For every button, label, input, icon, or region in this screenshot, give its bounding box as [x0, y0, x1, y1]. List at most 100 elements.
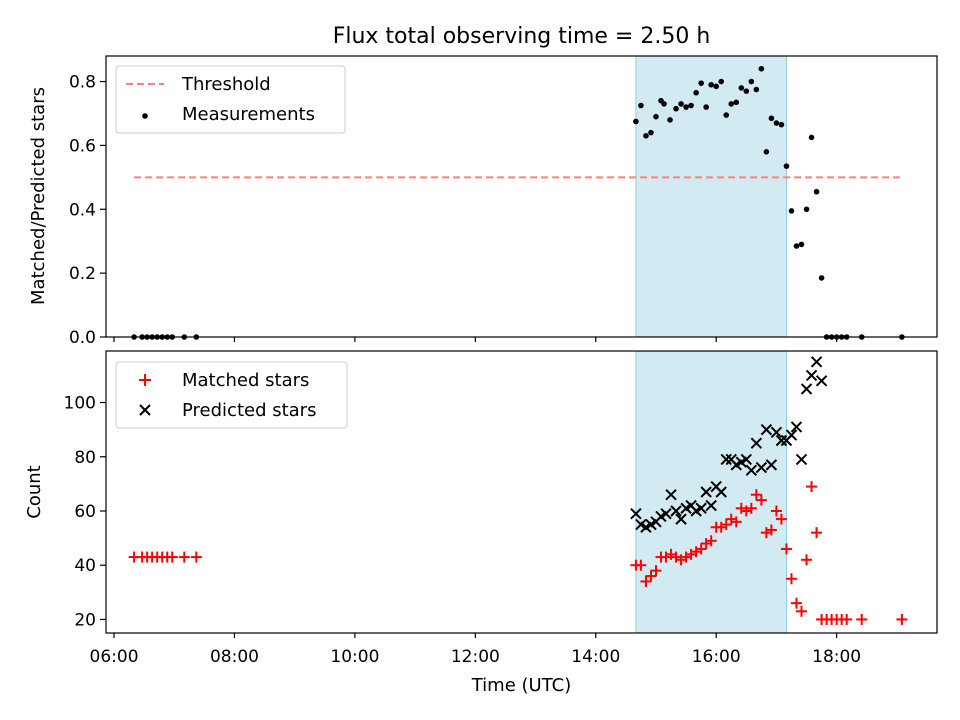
chart-title: Flux total observing time = 2.50 h	[333, 24, 711, 49]
predicted-star-point	[755, 461, 768, 474]
legend-matched-label: Matched stars	[182, 370, 309, 391]
bottom-y-axis-label: Count	[24, 465, 45, 518]
predicted-star-point	[805, 369, 818, 382]
bottom-legend-frame	[115, 361, 348, 429]
bottom-x-ticks: 06:00 08:00 10:00 12:00 14:00 16:00 18:00	[90, 633, 861, 667]
x-stroke-b	[745, 464, 758, 477]
x-stroke-b	[710, 480, 722, 493]
predicted-star-point	[695, 502, 707, 514]
matched-star-point	[750, 489, 762, 501]
matched-star-point	[640, 575, 652, 587]
x-tick-label: 14:00	[571, 647, 620, 667]
measurement-point	[648, 129, 654, 136]
matched-star-point	[790, 597, 802, 609]
top-y-ticks: 0.0 0.2 0.4 0.6 0.8	[69, 73, 106, 348]
legend-predicted-label: Predicted stars	[182, 400, 316, 421]
matched-star-point	[190, 551, 202, 563]
measurement-point	[773, 120, 780, 126]
x-stroke-b	[700, 486, 712, 498]
x-stroke-b	[720, 453, 732, 466]
predicted-star-point	[760, 423, 773, 436]
bottom-y-tick-label: 60	[74, 502, 96, 522]
matched-star-point	[730, 516, 742, 528]
measurement-point	[667, 117, 673, 123]
x-stroke-b	[670, 505, 682, 517]
predicted-star-point	[745, 464, 758, 477]
x-tick-label: 16:00	[692, 647, 741, 667]
predicted-star-point	[765, 459, 778, 471]
x-stroke-b	[805, 369, 818, 382]
matched-star-point	[796, 605, 808, 617]
measurement-point	[808, 134, 815, 141]
matched-star-point	[801, 554, 813, 566]
x-stroke-b	[810, 356, 823, 368]
matched-star-point	[650, 565, 662, 577]
predicted-star-point	[810, 356, 823, 368]
top-y-tick-label: 0.6	[69, 136, 96, 156]
predicted-star-point	[630, 507, 642, 520]
predicted-stars-series	[630, 356, 828, 533]
predicted-star-point	[715, 486, 727, 498]
measurement-point	[783, 163, 790, 169]
top-legend-frame	[115, 65, 346, 134]
measurement-point	[793, 243, 800, 249]
matched-star-point	[745, 502, 757, 514]
matched-star-point	[765, 524, 777, 536]
measurement-point	[778, 121, 785, 128]
top-shade-rect	[635, 55, 787, 338]
top-y-axis-label: Matched/Predicted stars	[28, 87, 49, 305]
measurement-point	[743, 88, 750, 94]
measurement-point	[678, 101, 684, 107]
matched-stars-series	[128, 481, 908, 625]
x-stroke-b	[815, 375, 828, 387]
x-stroke-b	[635, 518, 647, 531]
predicted-star-point	[785, 429, 798, 441]
bottom-y-ticks: 20 40 60 80 100	[64, 394, 106, 630]
legend-matched-swatch	[139, 374, 151, 386]
legend-measurements-label: Measurements	[182, 104, 315, 125]
x-stroke-b	[760, 423, 773, 436]
matched-star-point	[856, 613, 868, 625]
measurement-point	[698, 80, 704, 86]
measurement-point	[818, 275, 825, 281]
x-stroke-b	[790, 421, 803, 433]
top-x-ticks	[113, 337, 838, 342]
measurement-point	[633, 118, 639, 125]
predicted-star-point	[790, 421, 803, 433]
bottom-y-tick-label: 80	[74, 448, 96, 468]
matched-star-point	[705, 535, 717, 547]
measurement-point	[813, 188, 820, 195]
measurement-point	[758, 65, 765, 72]
x-stroke-b	[725, 453, 737, 466]
bottom-shade-rect	[635, 350, 787, 634]
measurement-point	[753, 86, 760, 93]
matched-star-point	[720, 519, 732, 531]
predicted-star-point	[660, 507, 672, 520]
bottom-y-tick-label: 40	[74, 556, 96, 576]
predicted-star-point	[800, 383, 813, 395]
measurement-point	[713, 83, 720, 90]
top-legend: Threshold Measurements	[115, 65, 346, 134]
measurement-point	[693, 89, 699, 96]
x-stroke-b	[795, 453, 808, 466]
matched-star-point	[645, 570, 657, 582]
top-y-tick-label: 0.4	[69, 200, 96, 220]
x-stroke-b	[740, 453, 753, 466]
measurement-point	[723, 112, 730, 118]
legend-measurements-swatch	[142, 113, 148, 119]
measurement-point	[683, 104, 689, 110]
matched-star-point	[785, 573, 797, 585]
matched-star-point	[178, 551, 190, 563]
legend-threshold-label: Threshold	[181, 74, 271, 95]
top-y-tick-label: 0.8	[69, 73, 96, 93]
measurement-point	[803, 206, 810, 213]
matched-star-point	[770, 505, 782, 517]
x-stroke-b	[755, 461, 768, 474]
x-stroke-b	[750, 437, 763, 449]
measurement-point	[708, 81, 714, 88]
x-axis-label: Time (UTC)	[471, 675, 572, 696]
measurement-point	[673, 105, 679, 112]
measurement-point	[718, 78, 725, 85]
predicted-star-point	[795, 453, 808, 466]
